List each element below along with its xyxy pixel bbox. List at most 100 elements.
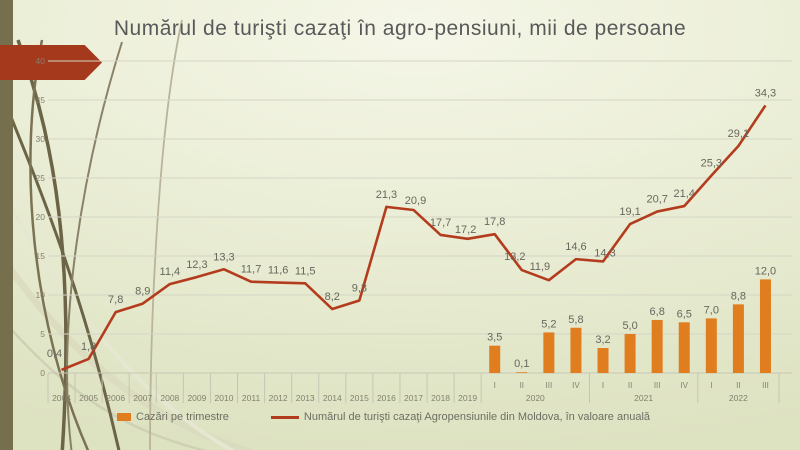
line-value-label: 12,3 <box>186 259 207 271</box>
line-value-label: 17,7 <box>430 217 451 229</box>
bar <box>516 372 528 373</box>
bar-value-label: 6,8 <box>650 306 665 318</box>
title-arrow-decoration <box>0 45 102 80</box>
bar-value-label: 5,8 <box>568 314 583 326</box>
line-value-label: 14,3 <box>594 247 615 259</box>
line-value-label: 0,4 <box>47 348 62 360</box>
line-value-label: 9,3 <box>352 282 367 294</box>
line-value-label: 14,6 <box>565 241 586 253</box>
line-value-label: 21,3 <box>376 189 397 201</box>
legend-item-line: Numărul de turişti cazaţi Agropensiunile… <box>270 411 651 423</box>
x-axis-quarter-label: II <box>628 381 632 390</box>
line-value-label: 17,8 <box>484 216 505 228</box>
line-value-label: 17,2 <box>455 224 476 236</box>
x-axis-year-label: 2006 <box>106 393 125 403</box>
line-value-label: 29,1 <box>728 128 749 140</box>
x-axis-year-label: 2013 <box>296 393 315 403</box>
line-value-label: 21,4 <box>674 188 695 200</box>
left-accent-bar <box>0 0 13 450</box>
y-axis-tick-label: 40 <box>36 56 46 66</box>
decorative-curve <box>0 184 236 450</box>
bar-value-label: 5,2 <box>541 318 556 330</box>
line-value-label: 20,7 <box>646 194 667 206</box>
decorative-curve <box>16 39 68 450</box>
x-axis-quarter-label: IV <box>572 381 580 390</box>
bar <box>732 304 744 373</box>
bar-value-label: 12,0 <box>755 265 776 277</box>
y-axis-tick-label: 20 <box>36 212 46 222</box>
bar <box>543 332 555 373</box>
line-value-label: 11,6 <box>268 265 289 277</box>
x-axis-year-label: 2011 <box>242 393 261 403</box>
bar <box>678 322 690 373</box>
bar-value-label: 7,0 <box>704 304 719 316</box>
line-value-label: 25,3 <box>701 158 722 170</box>
line-value-label: 7,8 <box>108 294 123 306</box>
x-axis-year-label: 2005 <box>79 393 98 403</box>
x-axis-quarter-label: IV <box>680 381 688 390</box>
line-value-label: 13,2 <box>504 251 525 263</box>
bar <box>651 319 663 373</box>
line-value-label: 20,9 <box>405 195 426 207</box>
x-axis-group-label: 2022 <box>729 393 748 403</box>
decorative-curve <box>0 314 208 450</box>
bar <box>489 345 501 373</box>
x-axis-year-label: 2018 <box>431 393 450 403</box>
y-axis-tick-label: 30 <box>36 134 46 144</box>
bar <box>624 334 636 373</box>
line-value-label: 1,8 <box>81 341 96 353</box>
line-value-label: 11,5 <box>295 265 316 277</box>
bar-value-label: 8,8 <box>731 290 746 302</box>
chart-legend: Cazări pe trimestre Numărul de turişti c… <box>117 411 650 423</box>
x-axis-quarter-label: III <box>546 381 553 390</box>
x-axis-quarter-label: III <box>654 381 661 390</box>
x-axis-group-label: 2021 <box>634 393 653 403</box>
x-axis-year-label: 2012 <box>269 393 288 403</box>
line-value-label: 11,4 <box>160 266 181 278</box>
line-value-label: 11,7 <box>241 264 262 276</box>
line-value-label: 19,1 <box>619 206 640 218</box>
x-axis-year-label: 2009 <box>187 393 206 403</box>
line-value-label: 8,9 <box>135 286 150 298</box>
line-value-label: 34,3 <box>755 87 776 99</box>
y-axis-tick-label: 0 <box>40 368 45 378</box>
bar-value-label: 0,1 <box>514 358 529 370</box>
y-axis-tick-label: 10 <box>36 290 46 300</box>
line-series <box>61 104 767 372</box>
bar <box>570 327 582 373</box>
bar-value-label: 3,2 <box>595 334 610 346</box>
bar <box>759 279 771 373</box>
y-axis-tick-label: 25 <box>36 173 46 183</box>
x-axis-quarter-label: I <box>710 381 712 390</box>
y-axis-tick-label: 5 <box>40 329 45 339</box>
x-axis-year-label: 2016 <box>377 393 396 403</box>
legend-label-line: Numărul de turişti cazaţi Agropensiunile… <box>303 411 651 423</box>
bar-series-swatch <box>117 413 131 421</box>
bar-value-label: 6,5 <box>677 308 692 320</box>
line-series-swatch <box>270 415 299 419</box>
bar <box>705 318 717 373</box>
bar-value-label: 5,0 <box>622 320 637 332</box>
x-axis-year-label: 2014 <box>323 393 342 403</box>
x-axis-quarter-label: I <box>602 381 604 390</box>
line-value-label: 13,3 <box>213 251 234 263</box>
y-axis-tick-label: 35 <box>36 95 46 105</box>
x-axis-year-label: 2008 <box>160 393 179 403</box>
page-title: Numărul de turişti cazaţi în agro-pensiu… <box>113 17 687 40</box>
legend-item-bars: Cazări pe trimestre <box>117 411 229 423</box>
x-axis-year-label: 2019 <box>458 393 477 403</box>
line-value-label: 8,2 <box>325 291 340 303</box>
x-axis-quarter-label: II <box>736 381 740 390</box>
bar-value-label: 3,5 <box>487 332 502 344</box>
bar <box>597 348 609 373</box>
x-axis-quarter-label: I <box>494 381 496 390</box>
x-axis-year-label: 2010 <box>215 393 234 403</box>
x-axis-quarter-label: III <box>762 381 769 390</box>
x-axis-year-label: 2015 <box>350 393 369 403</box>
x-axis-year-label: 2017 <box>404 393 423 403</box>
y-axis-tick-label: 15 <box>36 251 46 261</box>
line-value-label: 11,9 <box>530 261 551 273</box>
x-axis-year-label: 2004 <box>52 393 71 403</box>
x-axis-group-label: 2020 <box>526 393 545 403</box>
